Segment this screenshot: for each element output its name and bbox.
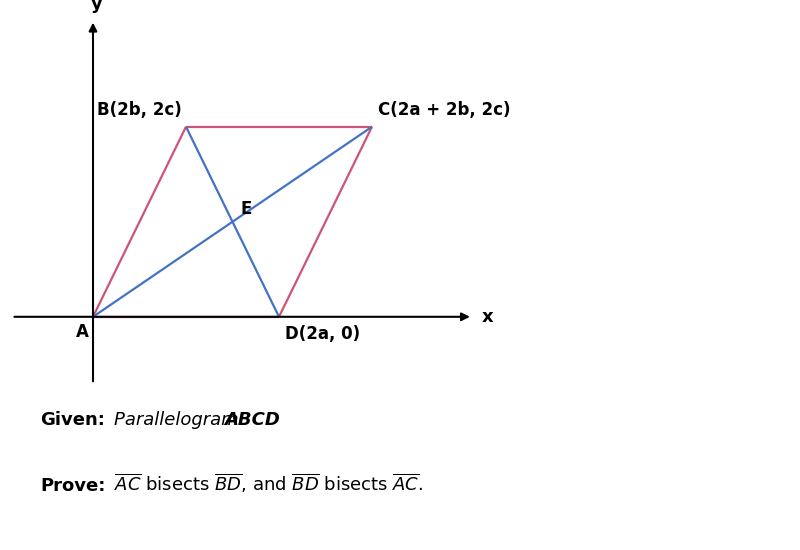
Text: Given:: Given: (40, 411, 105, 429)
Text: D(2a, 0): D(2a, 0) (285, 324, 360, 343)
Text: E: E (240, 200, 252, 218)
Text: ABCD: ABCD (224, 411, 280, 429)
Text: C(2a + 2b, 2c): C(2a + 2b, 2c) (378, 101, 510, 119)
Text: Parallelogram: Parallelogram (114, 411, 244, 429)
Text: y: y (91, 0, 102, 13)
Text: A: A (76, 323, 89, 341)
Text: Prove:: Prove: (40, 477, 106, 495)
Text: $\overline{AC}$ bisects $\overline{BD}$, and $\overline{BD}$ bisects $\overline{: $\overline{AC}$ bisects $\overline{BD}$,… (114, 471, 423, 495)
Text: x: x (482, 308, 494, 326)
Text: B(2b, 2c): B(2b, 2c) (98, 101, 182, 119)
